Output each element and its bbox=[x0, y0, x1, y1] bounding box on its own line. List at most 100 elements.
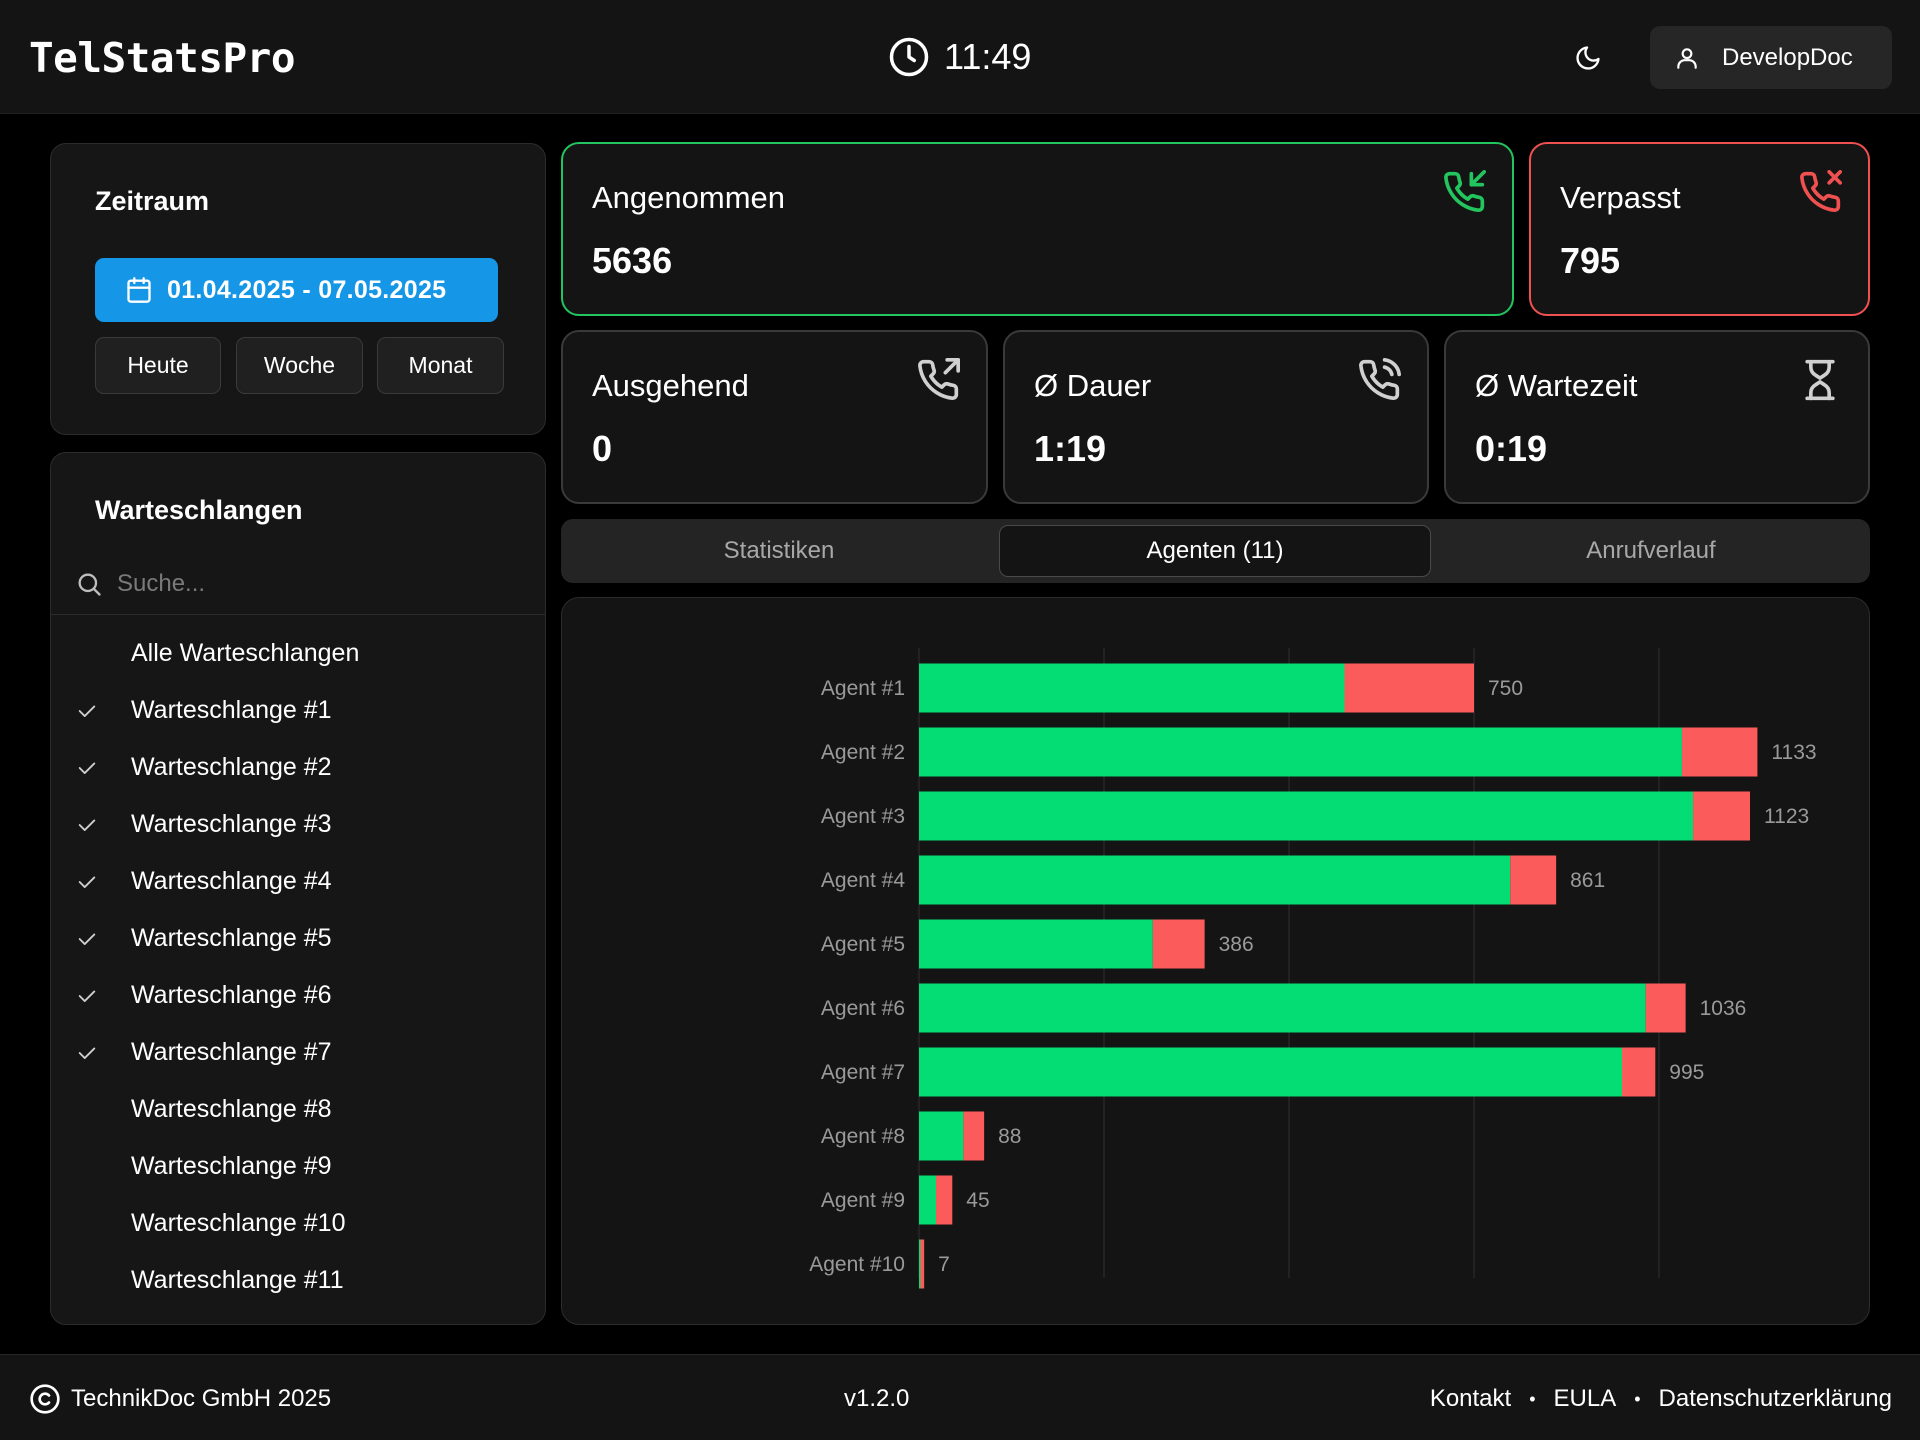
queues-title: Warteschlangen bbox=[95, 495, 303, 525]
search-icon bbox=[78, 573, 101, 596]
tab-call-history[interactable]: Anrufverlauf bbox=[1586, 537, 1716, 564]
bar-segment-accepted bbox=[919, 1239, 921, 1289]
queue-item-6[interactable]: Warteschlange #6 bbox=[51, 967, 545, 1024]
duration-card: Ø Dauer 1:19 bbox=[1003, 330, 1429, 504]
app-title: TelStatsPro bbox=[29, 34, 296, 82]
clock-time: 11:49 bbox=[944, 36, 1032, 77]
link-separator: • bbox=[1634, 1388, 1641, 1409]
tab-statistics[interactable]: Statistiken bbox=[723, 537, 835, 564]
bar-total-label: 750 bbox=[1488, 677, 1523, 700]
queue-label: Warteschlange #8 bbox=[131, 1095, 332, 1123]
bar-total-label: 861 bbox=[1570, 869, 1605, 892]
queue-label: Warteschlange #4 bbox=[131, 867, 332, 895]
today-button[interactable]: Heute bbox=[95, 337, 221, 394]
user-menu-button[interactable]: DevelopDoc bbox=[1650, 26, 1892, 89]
outgoing-label: Ausgehend bbox=[592, 368, 749, 403]
eula-link[interactable]: EULA bbox=[1553, 1385, 1617, 1412]
bar-segment-missed bbox=[1681, 727, 1758, 777]
bar-total-label: 45 bbox=[966, 1189, 989, 1212]
queue-item-3[interactable]: Warteschlange #3 bbox=[51, 796, 545, 853]
agents-chart-panel: Agent #1 750 Agent #2 1133 Agent #3 1123 Agent… bbox=[561, 597, 1870, 1325]
clock-icon bbox=[889, 37, 929, 77]
phone-outgoing-icon bbox=[918, 358, 960, 401]
bar-segment-accepted bbox=[919, 1111, 964, 1161]
version-text: v1.2.0 bbox=[844, 1385, 910, 1412]
queue-label: Alle Warteschlangen bbox=[131, 639, 360, 667]
agents-bar-chart: Agent #1 750 Agent #2 1133 Agent #3 1123 Agent… bbox=[809, 648, 1817, 1289]
queue-item-11[interactable]: Warteschlange #11 bbox=[51, 1252, 545, 1309]
link-separator: • bbox=[1529, 1388, 1536, 1409]
missed-label: Verpasst bbox=[1560, 180, 1681, 215]
copyright-icon bbox=[30, 1384, 60, 1414]
category-label: Agent #5 bbox=[821, 933, 905, 956]
bar-segment-missed bbox=[920, 1239, 925, 1289]
bar-total-label: 995 bbox=[1669, 1061, 1704, 1084]
bar-segment-accepted bbox=[919, 983, 1646, 1033]
app-header: TelStatsPro 11:49 DevelopDoc bbox=[0, 0, 1920, 114]
duration-value: 1:19 bbox=[1034, 428, 1107, 469]
bar-segment-missed bbox=[1344, 663, 1474, 713]
category-label: Agent #7 bbox=[821, 1061, 905, 1084]
privacy-link[interactable]: Datenschutzerklärung bbox=[1658, 1385, 1892, 1412]
copyright: TechnikDoc GmbH 2025 bbox=[29, 1383, 331, 1415]
footer-links: Kontakt • EULA • Datenschutzerklärung bbox=[1430, 1385, 1892, 1413]
check-icon bbox=[78, 819, 96, 831]
outgoing-value: 0 bbox=[592, 428, 613, 469]
bar-segment-accepted bbox=[919, 919, 1153, 969]
queue-item-10[interactable]: Warteschlange #10 bbox=[51, 1195, 545, 1252]
contact-link[interactable]: Kontakt bbox=[1429, 1385, 1512, 1412]
queue-search-input[interactable] bbox=[117, 569, 517, 598]
week-button[interactable]: Woche bbox=[236, 337, 363, 394]
tab-agents[interactable]: Agenten (11) bbox=[999, 525, 1431, 577]
period-panel: Zeitraum 01.04.2025 - 07.05.2025 Heute W… bbox=[50, 143, 546, 435]
queue-search bbox=[51, 553, 545, 615]
missed-value: 795 bbox=[1560, 240, 1621, 281]
queue-item-all[interactable]: Alle Warteschlangen bbox=[51, 625, 545, 682]
category-label: Agent #1 bbox=[821, 677, 905, 700]
copyright-text: TechnikDoc GmbH 2025 bbox=[71, 1385, 332, 1412]
clock: 11:49 bbox=[888, 36, 1031, 78]
bar-segment-missed bbox=[1510, 855, 1557, 905]
check-icon bbox=[78, 705, 96, 717]
bar-segment-missed bbox=[936, 1175, 953, 1225]
bar-total-label: 1133 bbox=[1771, 741, 1816, 764]
user-name: DevelopDoc bbox=[1722, 43, 1853, 71]
view-tabs: Statistiken Agenten (11) Anrufverlauf bbox=[561, 519, 1870, 583]
queue-item-1[interactable]: Warteschlange #1 bbox=[51, 682, 545, 739]
category-label: Agent #3 bbox=[821, 805, 905, 828]
queue-item-8[interactable]: Warteschlange #8 bbox=[51, 1081, 545, 1138]
phone-call-icon bbox=[1359, 358, 1401, 401]
app-footer: TechnikDoc GmbH 2025 v1.2.0 Kontakt • EU… bbox=[0, 1354, 1920, 1440]
category-label: Agent #6 bbox=[821, 997, 905, 1020]
bar-segment-accepted bbox=[919, 663, 1345, 713]
queue-item-2[interactable]: Warteschlange #2 bbox=[51, 739, 545, 796]
queue-label: Warteschlange #1 bbox=[131, 696, 332, 724]
calendar-icon bbox=[127, 277, 151, 303]
hourglass-icon bbox=[1805, 359, 1835, 401]
bar-segment-accepted bbox=[919, 1047, 1622, 1097]
phone-missed-icon bbox=[1800, 170, 1842, 213]
date-range-button[interactable]: 01.04.2025 - 07.05.2025 bbox=[95, 258, 498, 322]
bar-segment-accepted bbox=[919, 791, 1694, 841]
queue-item-9[interactable]: Warteschlange #9 bbox=[51, 1138, 545, 1195]
month-button[interactable]: Monat bbox=[377, 337, 504, 394]
period-title: Zeitraum bbox=[95, 186, 210, 216]
queue-list: Alle Warteschlangen Warteschlange #1 War… bbox=[51, 625, 545, 1309]
queue-label: Warteschlange #3 bbox=[131, 810, 332, 838]
theme-toggle-button[interactable] bbox=[1568, 38, 1608, 78]
bar-segment-missed bbox=[1693, 791, 1751, 841]
queue-item-7[interactable]: Warteschlange #7 bbox=[51, 1024, 545, 1081]
queues-panel: Warteschlangen Alle Warteschlangen Warte… bbox=[50, 452, 546, 1325]
category-label: Agent #10 bbox=[809, 1253, 905, 1276]
bar-segment-missed bbox=[1152, 919, 1205, 969]
bar-segment-missed bbox=[1622, 1047, 1656, 1097]
queue-label: Warteschlange #6 bbox=[131, 981, 332, 1009]
date-range-text: 01.04.2025 - 07.05.2025 bbox=[167, 275, 447, 304]
check-icon bbox=[78, 933, 96, 945]
missed-card: Verpasst 795 bbox=[1529, 142, 1870, 316]
queue-item-4[interactable]: Warteschlange #4 bbox=[51, 853, 545, 910]
accepted-value: 5636 bbox=[592, 240, 673, 281]
phone-incoming-icon bbox=[1444, 170, 1486, 213]
queue-item-5[interactable]: Warteschlange #5 bbox=[51, 910, 545, 967]
bar-segment-missed bbox=[1645, 983, 1686, 1033]
